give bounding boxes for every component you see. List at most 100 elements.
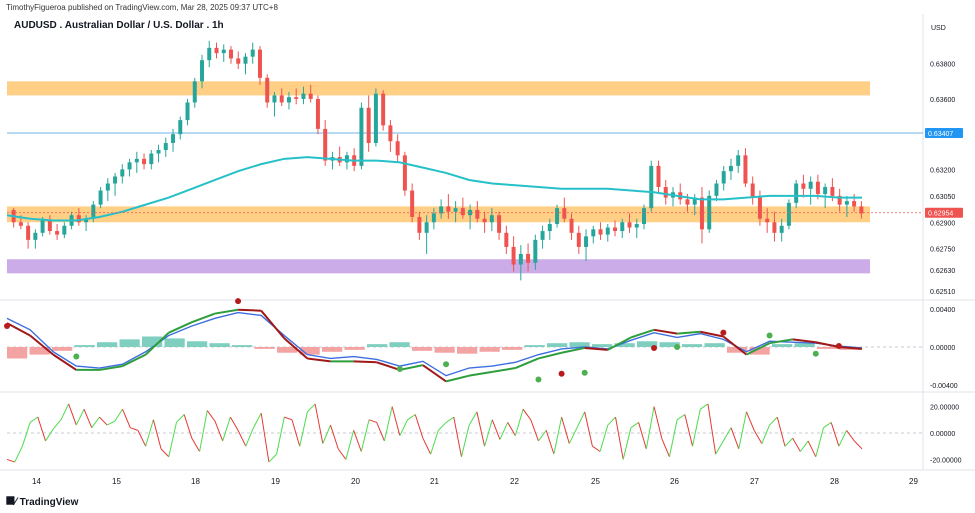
momentum-line [638,422,647,449]
time-tick-label: 27 [750,477,759,486]
horizontal-level-tag [925,127,963,138]
candle [18,222,23,226]
macd-slow-line [769,338,793,345]
candle [533,239,538,263]
macd-slow-line [607,336,632,351]
macd-slow-line [399,364,424,371]
macd-slow-line [353,360,377,364]
candle [721,171,726,184]
macd-slow-line [122,353,147,368]
momentum-line [668,419,678,457]
candle [105,183,110,191]
candle [540,231,545,240]
macd-histogram-bar [637,341,658,347]
macd-histogram-bar [659,342,680,347]
macd-histogram-bar [547,343,568,347]
momentum-line [661,438,670,457]
candle [518,253,523,265]
macd-slow-line [492,367,516,373]
macd-slow-line [445,374,470,383]
candle [200,60,205,82]
time-tick-label: 21 [430,477,439,486]
candle [830,187,835,196]
publisher-caption: TimothyFigueroa published on TradingView… [6,3,278,12]
momentum-line [645,406,655,449]
macd-cross-dot [535,376,542,383]
macd-slow-line [815,341,840,348]
candle [55,231,60,235]
price-tick-label: 0.62630 [930,268,955,275]
momentum-line [253,412,262,428]
candle [26,225,31,240]
candle [808,181,813,189]
macd-slow-line [792,338,816,344]
candle [475,209,480,219]
momentum-line [491,419,501,440]
momentum-line [561,417,570,444]
macd-histogram-bar [119,339,140,347]
momentum-line [291,419,301,447]
candle [229,49,233,59]
candle [605,227,610,235]
candle [591,229,596,237]
price-tick-label: 0.63600 [930,97,955,104]
current-price-label: 0.62954 [928,211,953,218]
macd-slow-line [838,346,863,350]
candle [692,197,697,205]
momentum-line [6,458,15,463]
momentum-line [106,420,116,426]
candle [786,202,791,226]
candle [149,153,154,165]
candle [76,215,81,223]
momentum-line [838,430,848,447]
candle [301,93,306,99]
macd-histogram-bar [97,342,118,347]
macd-slow-line [238,308,262,312]
candle [489,215,494,223]
candle [214,47,219,54]
macd-slow-line [722,335,748,356]
momentum-line [214,420,224,442]
candle [526,253,531,263]
momentum-line [245,427,254,447]
momentum-line [815,427,824,457]
momentum-line [830,422,840,447]
macd-cross-dot [396,365,403,372]
momentum-line [383,406,393,442]
candle [446,206,451,212]
macd-histogram-bar [592,344,613,347]
macd-slow-line [630,328,655,339]
momentum-line [738,411,747,449]
macd-histogram-bar [164,338,185,347]
time-tick-label: 18 [191,477,200,486]
momentum-line [753,430,763,444]
price-tick-label: 0.63050 [930,194,955,201]
momentum-line [684,414,694,447]
momentum-line [453,417,462,457]
momentum-line [630,422,639,429]
macd-cross-dot [4,322,10,329]
candle [402,155,407,191]
momentum-line [468,411,478,426]
momentum-line [268,453,277,463]
macd-cross-dot [812,350,819,357]
momentum-line [699,403,709,410]
symbol-title[interactable]: AUDUSD . Australian Dollar / U.S. Dollar… [14,20,224,31]
candle [33,232,38,240]
momentum-line [499,422,509,440]
candle [584,236,589,247]
tradingview-logo[interactable]: ⯀⁄ TradingView [6,496,78,509]
momentum-line [407,414,416,421]
macd-histogram-bar [299,347,320,355]
macd-slow-line [538,351,562,360]
candle [344,155,349,163]
zone-demand [7,259,870,274]
candle [84,218,89,223]
momentum-line [60,403,70,421]
zone-support [7,206,870,223]
macd-histogram-bar [142,336,163,347]
candle [511,246,516,265]
candle [634,224,639,228]
macd-histogram-bar [749,347,770,355]
